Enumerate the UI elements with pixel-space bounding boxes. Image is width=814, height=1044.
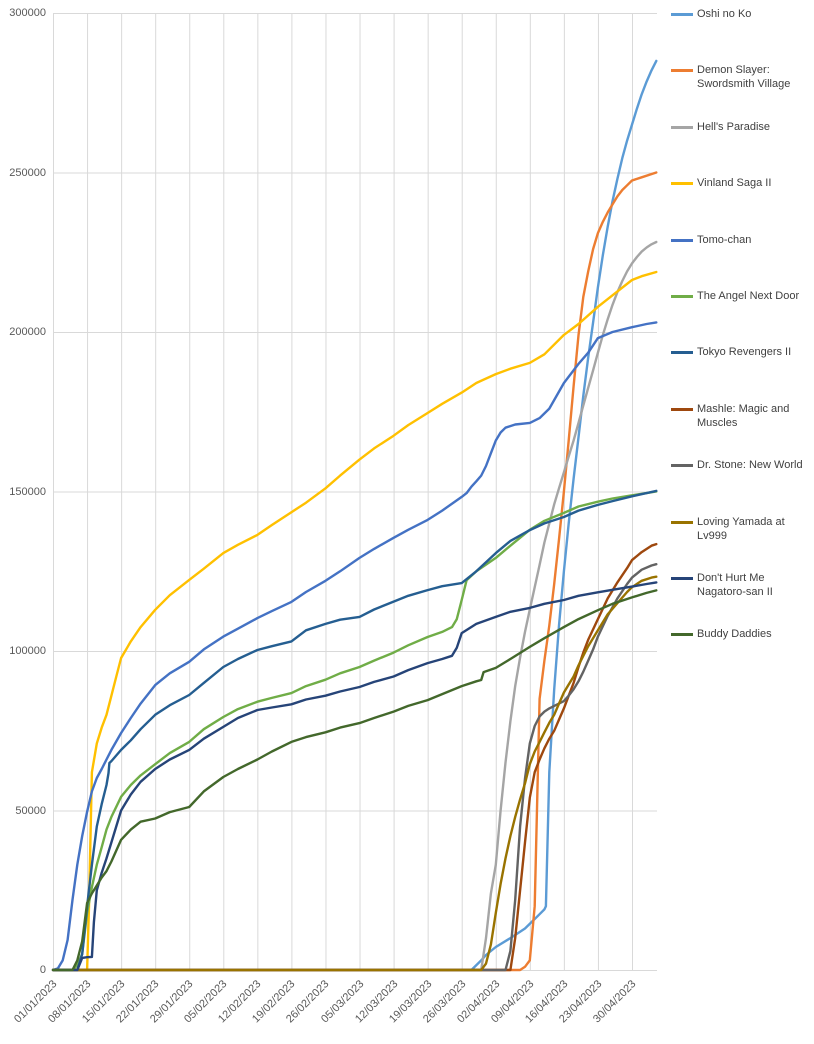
- legend-label: Buddy Daddies: [697, 628, 772, 641]
- legend-label: Don't Hurt Me Nagatoro-san II: [697, 572, 773, 598]
- series-line-tomo-chan[interactable]: [51, 321, 658, 972]
- series-line-hell-s-paradise[interactable]: [51, 240, 658, 972]
- legend-label: Tokyo Revengers II: [697, 346, 792, 359]
- series-lines: [51, 59, 658, 972]
- legend-label: Tomo-chan: [697, 233, 752, 246]
- legend-swatch-demon-slayer-swordsmith-village: [671, 69, 693, 73]
- legend-swatch-dr-stone-new-world: [671, 464, 693, 468]
- series-line-tokyo-revengers-ii[interactable]: [51, 489, 658, 972]
- series-line-oshi-no-ko[interactable]: [51, 59, 658, 972]
- legend-swatch-vinland-saga-ii: [671, 182, 693, 186]
- y-axis-label-250000: 250000: [9, 166, 46, 179]
- gridlines: [53, 13, 657, 971]
- legend-item-mashle-magic-and-muscles[interactable]: Mashle: Magic and Muscles: [671, 402, 814, 430]
- y-axis-label-200000: 200000: [9, 326, 46, 338]
- legend-swatch-the-angel-next-door: [671, 295, 693, 298]
- legend-label: Hell's Paradise: [697, 120, 771, 133]
- legend-swatch-hell-s-paradise: [671, 125, 693, 129]
- legend-item-buddy-daddies[interactable]: Buddy Daddies: [671, 627, 814, 641]
- series-line-mashle-magic-and-muscles[interactable]: [51, 542, 658, 972]
- y-axis-label-0: 0: [39, 964, 46, 976]
- legend-label: The Angel Next Door: [697, 290, 800, 302]
- legend-item-the-angel-next-door[interactable]: The Angel Next Door: [671, 289, 814, 303]
- legend-label: Oshi no Ko: [697, 8, 752, 20]
- legend-swatch-loving-yamada-at-lv999: [671, 520, 693, 524]
- legend-item-demon-slayer-swordsmith-village[interactable]: Demon Slayer: Swordsmith Village: [671, 63, 814, 91]
- legend-label: Loving Yamada at Lv999: [697, 515, 785, 542]
- series-line-don-t-hurt-me-nagatoro-san-ii[interactable]: [51, 581, 658, 972]
- series-line-demon-slayer-swordsmith-village[interactable]: [51, 171, 658, 972]
- y-axis-label-100000: 100000: [9, 645, 46, 657]
- legend-swatch-tomo-chan: [671, 238, 693, 242]
- legend-label: Dr. Stone: New World: [697, 459, 803, 472]
- legend-label: Mashle: Magic and Muscles: [697, 402, 790, 429]
- legend-label: Vinland Saga II: [697, 177, 772, 190]
- legend-swatch-tokyo-revengers-ii: [671, 351, 693, 355]
- y-axis-label-50000: 50000: [15, 804, 46, 817]
- series-line-vinland-saga-ii[interactable]: [51, 270, 658, 972]
- series-line-buddy-daddies[interactable]: [51, 589, 658, 972]
- legend-item-loving-yamada-at-lv999[interactable]: Loving Yamada at Lv999: [671, 515, 814, 543]
- legend-label: Demon Slayer: Swordsmith Village: [697, 64, 791, 91]
- series-line-loving-yamada-at-lv999[interactable]: [51, 575, 658, 972]
- legend-item-tomo-chan[interactable]: Tomo-chan: [671, 233, 814, 247]
- y-axis-label-300000: 300000: [9, 7, 46, 19]
- legend-item-oshi-no-ko[interactable]: Oshi no Ko: [671, 7, 814, 21]
- legend-item-vinland-saga-ii[interactable]: Vinland Saga II: [671, 176, 814, 190]
- legend-item-tokyo-revengers-ii[interactable]: Tokyo Revengers II: [671, 345, 814, 359]
- legend-item-don-t-hurt-me-nagatoro-san-ii[interactable]: Don't Hurt Me Nagatoro-san II: [671, 571, 814, 599]
- y-axis-label-150000: 150000: [9, 485, 46, 498]
- legend-swatch-mashle-magic-and-muscles: [671, 407, 693, 411]
- legend-item-hell-s-paradise[interactable]: Hell's Paradise: [671, 120, 814, 134]
- legend-swatch-don-t-hurt-me-nagatoro-san-ii: [671, 577, 693, 580]
- legend-item-dr-stone-new-world[interactable]: Dr. Stone: New World: [671, 458, 814, 472]
- legend-swatch-buddy-daddies: [671, 633, 693, 637]
- legend-swatch-oshi-no-ko: [671, 13, 693, 16]
- series-line-dr-stone-new-world[interactable]: [51, 563, 658, 972]
